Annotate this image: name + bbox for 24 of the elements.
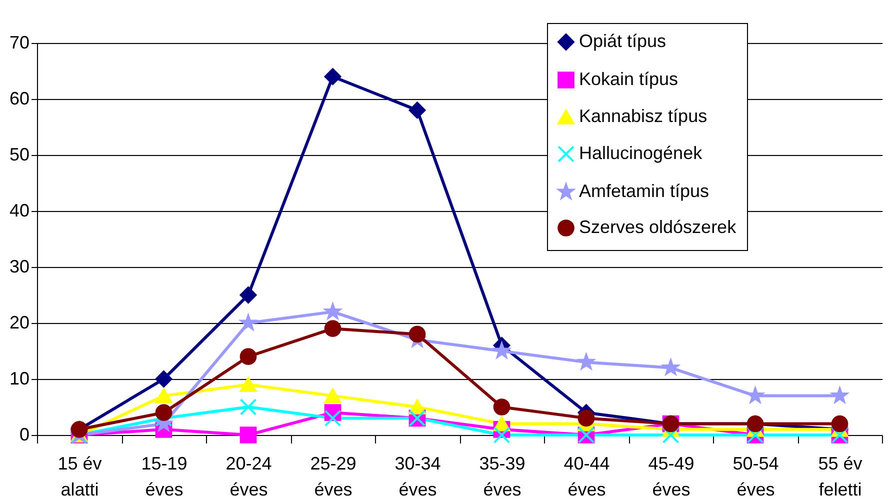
- y-tick-label: 40: [9, 200, 30, 220]
- x-tick-label: 35-39 éves: [479, 454, 526, 499]
- x-tick-label: 40-44 éves: [564, 454, 610, 499]
- y-tick-label: 60: [9, 88, 30, 108]
- y-tick-label: 30: [9, 256, 30, 276]
- x-tick-label: 50-54 éves: [732, 454, 779, 499]
- x-tick-label: 30-34 éves: [394, 454, 441, 499]
- legend-label: Kokain típus: [579, 69, 678, 89]
- y-tick-label: 20: [9, 312, 30, 332]
- x-tick-label: 55 év feletti: [818, 454, 862, 499]
- legend-label: Kannabisz típus: [579, 106, 708, 126]
- x-tick-label: 15 év alatti: [58, 454, 102, 499]
- x-tick-label: 25-29 éves: [310, 454, 356, 499]
- x-tick-label: 20-24 éves: [226, 454, 272, 499]
- y-tick-label: 10: [9, 368, 30, 388]
- y-tick-label: 50: [9, 144, 30, 164]
- y-tick-label: 0: [19, 424, 30, 444]
- legend-label: Opiát típus: [579, 31, 666, 51]
- x-tick-label: 45-49 éves: [648, 454, 694, 499]
- legend-label: Szerves oldószerek: [579, 217, 738, 237]
- y-tick-label: 70: [9, 32, 30, 52]
- legend-label: Hallucinogének: [579, 143, 704, 163]
- x-tick-label: 15-19 éves: [141, 454, 188, 499]
- legend-label: Amfetamin típus: [579, 181, 710, 201]
